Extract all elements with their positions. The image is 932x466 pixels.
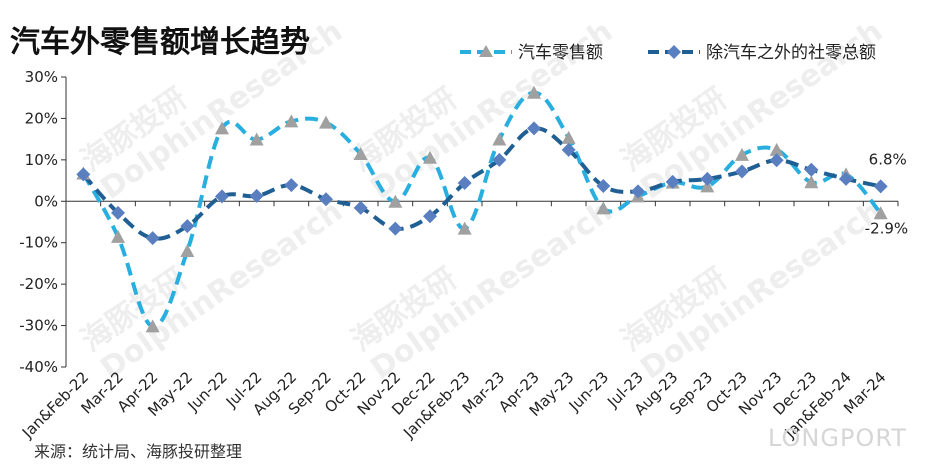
y-tick-label: 0% bbox=[34, 192, 58, 210]
data-point-series-1 bbox=[388, 221, 403, 236]
data-point-series-1 bbox=[353, 200, 368, 215]
data-point-series-0 bbox=[319, 115, 333, 129]
data-label: -2.9% bbox=[865, 219, 909, 237]
y-tick-label: -30% bbox=[19, 317, 58, 335]
data-labels: 6.8% -2.9% bbox=[865, 150, 909, 237]
legend-label-series-0: 汽车零售额 bbox=[518, 43, 603, 63]
data-point-series-1 bbox=[423, 209, 437, 224]
x-tick-label: Jun-22 bbox=[183, 368, 230, 415]
y-tick-label: 20% bbox=[25, 109, 58, 127]
data-point-series-0 bbox=[873, 206, 888, 220]
data-point-series-0 bbox=[284, 114, 299, 128]
data-point-series-0 bbox=[735, 147, 749, 161]
y-tick-label: 10% bbox=[25, 151, 58, 169]
data-point-series-1 bbox=[769, 153, 784, 168]
y-axis-ticks: 30% 20% 10% 0% -10% -20% -30% -40% bbox=[19, 68, 66, 376]
legend-label-series-1: 除汽车之外的社零总额 bbox=[706, 43, 876, 63]
source-note: 来源：统计局、海豚投研整理 bbox=[34, 442, 242, 461]
legend-marker-triangle bbox=[479, 45, 493, 57]
legend-item-series-1: 除汽车之外的社零总额 bbox=[648, 43, 876, 63]
data-point-series-1 bbox=[215, 189, 229, 204]
data-point-series-1 bbox=[631, 184, 645, 199]
data-point-series-0 bbox=[527, 85, 541, 99]
data-point-series-1 bbox=[527, 121, 541, 136]
data-point-series-0 bbox=[561, 130, 576, 144]
data-label: 6.8% bbox=[869, 150, 907, 168]
legend-item-series-0: 汽车零售额 bbox=[460, 43, 603, 63]
data-point-series-0 bbox=[769, 142, 784, 156]
data-point-series-1 bbox=[457, 176, 472, 191]
y-tick-label: -20% bbox=[19, 275, 58, 293]
data-point-series-1 bbox=[804, 162, 819, 177]
data-point-series-0 bbox=[145, 319, 160, 333]
data-point-series-1 bbox=[665, 174, 680, 189]
data-point-series-1 bbox=[145, 231, 160, 246]
series-layer bbox=[76, 85, 888, 333]
data-point-series-0 bbox=[215, 121, 229, 135]
data-point-series-1 bbox=[561, 142, 576, 157]
data-point-series-0 bbox=[111, 229, 125, 243]
data-point-series-0 bbox=[180, 244, 195, 257]
data-point-series-1 bbox=[839, 171, 853, 186]
x-tick-label: Jun-23 bbox=[565, 368, 612, 415]
data-point-series-1 bbox=[249, 188, 264, 203]
data-point-series-1 bbox=[76, 167, 91, 182]
data-point-series-0 bbox=[249, 132, 264, 146]
data-point-series-0 bbox=[353, 147, 368, 161]
data-point-series-0 bbox=[804, 175, 819, 189]
data-point-series-0 bbox=[492, 132, 507, 146]
data-point-series-1 bbox=[111, 205, 125, 220]
y-tick-label: -10% bbox=[19, 234, 58, 252]
legend-marker-diamond bbox=[667, 45, 681, 59]
data-point-series-0 bbox=[596, 201, 611, 215]
data-point-series-0 bbox=[388, 194, 403, 208]
data-point-series-1 bbox=[180, 219, 195, 234]
data-point-series-1 bbox=[284, 178, 299, 193]
legend: 汽车零售额 除汽车之外的社零总额 bbox=[460, 43, 876, 63]
y-tick-label: 30% bbox=[25, 68, 58, 86]
data-point-series-1 bbox=[873, 179, 888, 194]
longport-logo-watermark: LONGPORT bbox=[768, 424, 907, 452]
data-point-series-0 bbox=[423, 150, 437, 164]
data-point-series-1 bbox=[492, 152, 507, 167]
data-point-series-1 bbox=[700, 171, 715, 186]
data-point-series-1 bbox=[735, 164, 749, 179]
data-point-series-0 bbox=[457, 221, 472, 235]
chart-title: 汽车外零售额增长趋势 bbox=[10, 25, 310, 60]
data-point-series-1 bbox=[319, 192, 333, 207]
data-point-series-1 bbox=[596, 178, 611, 193]
series-line-1 bbox=[81, 126, 882, 241]
y-tick-label: -40% bbox=[19, 358, 58, 376]
